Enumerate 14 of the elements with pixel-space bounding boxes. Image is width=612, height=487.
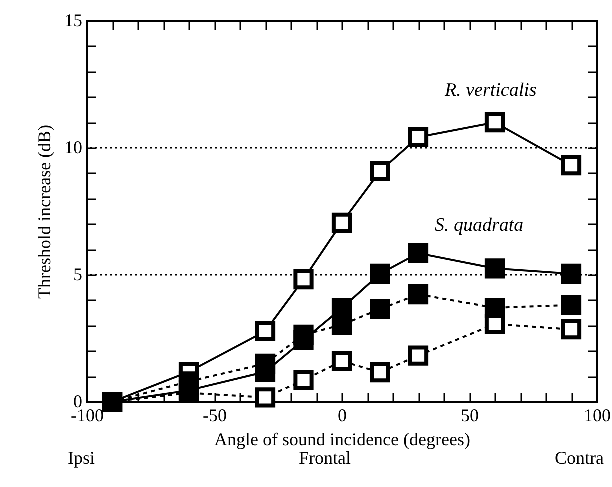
y-tick-label: 5 xyxy=(74,264,82,284)
x-axis-title: Angle of sound incidence (degrees) xyxy=(214,430,470,450)
x-tick-label: 100 xyxy=(584,406,611,426)
y-tick-label: 10 xyxy=(64,138,82,158)
x-tick-label: 0 xyxy=(338,406,347,426)
text: Contra xyxy=(555,448,604,469)
text: Frontal xyxy=(299,448,351,469)
x-tick-label: 50 xyxy=(461,406,479,426)
y-tick-label: 15 xyxy=(64,10,82,30)
y-axis-title: Threshold increase (dB) xyxy=(34,125,54,299)
annotation: R. verticalis xyxy=(445,80,537,102)
x-tick-label: -50 xyxy=(203,406,227,426)
text: Ipsi xyxy=(68,448,95,469)
annotation: S. quadrata xyxy=(435,215,524,237)
